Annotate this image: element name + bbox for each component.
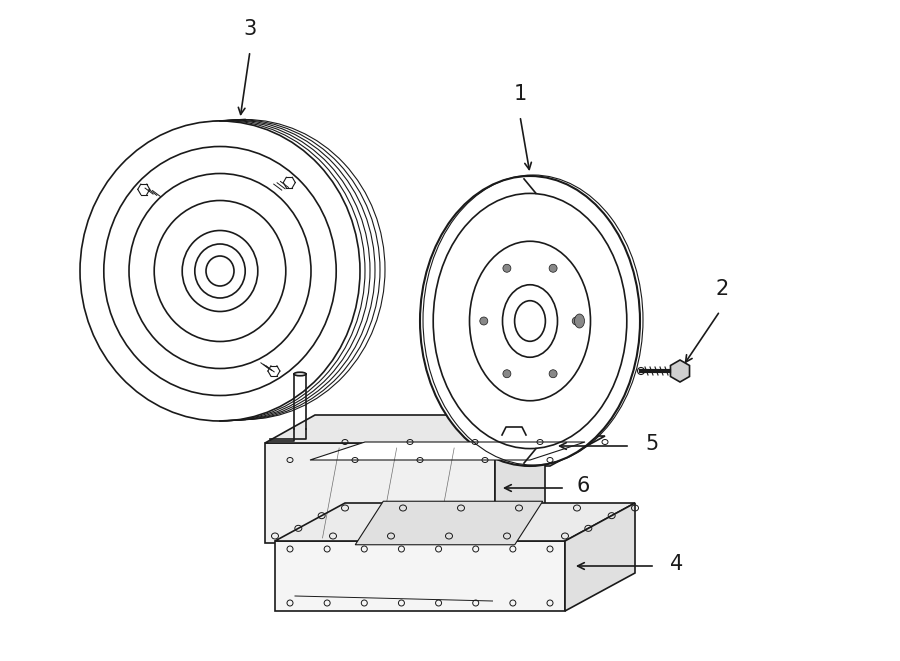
Polygon shape [265, 415, 545, 443]
Text: 5: 5 [645, 434, 658, 454]
Polygon shape [495, 415, 545, 543]
Ellipse shape [104, 147, 337, 395]
Polygon shape [310, 442, 585, 460]
Ellipse shape [80, 121, 360, 421]
Polygon shape [565, 503, 635, 611]
Text: 4: 4 [670, 554, 683, 574]
Ellipse shape [129, 173, 311, 368]
Ellipse shape [480, 317, 488, 325]
Ellipse shape [502, 285, 557, 357]
Polygon shape [290, 436, 605, 466]
Ellipse shape [294, 372, 306, 376]
Text: 2: 2 [716, 279, 729, 299]
Polygon shape [356, 501, 543, 545]
Polygon shape [265, 443, 495, 543]
Polygon shape [275, 503, 635, 541]
Ellipse shape [515, 301, 545, 341]
Polygon shape [275, 541, 565, 611]
Ellipse shape [549, 369, 557, 377]
Ellipse shape [503, 264, 511, 272]
Ellipse shape [154, 200, 286, 342]
Ellipse shape [194, 244, 245, 298]
Ellipse shape [572, 317, 580, 325]
Ellipse shape [549, 264, 557, 272]
Ellipse shape [420, 176, 640, 466]
Text: 6: 6 [577, 476, 590, 496]
Ellipse shape [206, 256, 234, 286]
Ellipse shape [503, 369, 511, 377]
Ellipse shape [182, 231, 257, 311]
Ellipse shape [574, 314, 584, 328]
Polygon shape [670, 360, 689, 382]
Text: 1: 1 [513, 84, 526, 104]
Text: 3: 3 [243, 19, 256, 39]
